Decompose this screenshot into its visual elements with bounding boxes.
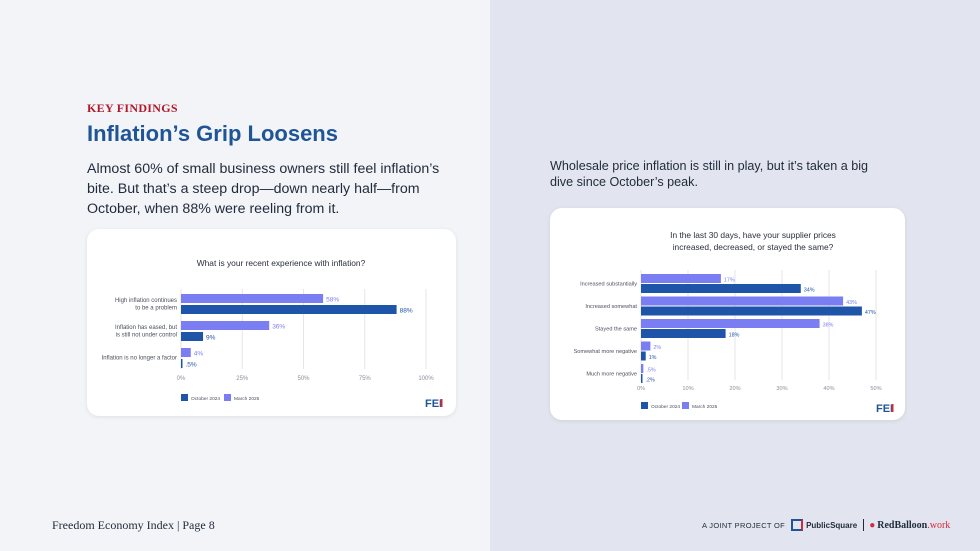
right-lead-paragraph: Wholesale price inflation is still in pl…: [550, 159, 869, 189]
data-label: 2%: [653, 345, 661, 351]
redballoon-name: RedBalloon.work: [877, 520, 950, 531]
data-label: 36%: [272, 324, 285, 331]
category-label: Inflation is no longer a factor: [102, 356, 177, 362]
data-label: 18%: [729, 333, 740, 339]
fei-logo-icon: FEI: [876, 403, 893, 415]
x-tick-label: 50%: [870, 386, 881, 392]
redballoon-main: RedBalloon: [877, 519, 928, 531]
x-tick-label: 100%: [418, 376, 434, 382]
redballoon-suffix: .work: [927, 519, 951, 531]
x-tick-label: 0%: [177, 376, 186, 382]
bar-march-2025: [641, 341, 651, 351]
bar-october-2024: [181, 332, 204, 341]
supplier-prices-chart: In the last 30 days, have your supplier …: [574, 230, 894, 415]
bar-march-2025: [641, 319, 820, 328]
page-title: Inflation’s Grip Loosens: [87, 121, 338, 146]
category-label: Increased substantially: [580, 282, 637, 288]
partners-footer: A JOINT PROJECT OF PublicSquare ● RedBal…: [702, 519, 950, 531]
data-label: .5%: [186, 362, 197, 369]
category-label: Increased somewhat: [585, 304, 637, 310]
legend-swatch-october: [181, 394, 188, 401]
section-kicker: KEY FINDINGS: [87, 101, 178, 115]
category-label: Somewhat more negative: [574, 349, 637, 355]
category-label: Inflation has eased, but: [115, 325, 177, 331]
balloon-icon: ●: [869, 519, 876, 531]
data-label: 38%: [823, 323, 834, 329]
fei-logo-icon: FEI: [425, 398, 442, 410]
supplier-prices-card: In the last 30 days, have your supplier …: [550, 208, 905, 420]
inflation-experience-chart: What is your recent experience with infl…: [102, 258, 443, 410]
x-tick-label: 25%: [236, 376, 249, 382]
bar-october-2024: [641, 306, 862, 316]
bar-october-2024: [641, 374, 643, 383]
fei-logo-accent-icon: [891, 404, 894, 412]
category-label: to be a problem: [135, 305, 177, 311]
data-label: 17%: [724, 278, 735, 284]
chart-title: increased, decreased, or stayed the same…: [673, 242, 834, 252]
category-label: is still not under control: [116, 332, 177, 338]
publicsquare-name: PublicSquare: [806, 520, 858, 530]
x-tick-label: 30%: [776, 386, 787, 392]
x-tick-label: 50%: [297, 376, 310, 382]
legend-label-march: March 2025: [692, 404, 718, 410]
legend-swatch-october: [641, 402, 648, 409]
page-footer: Freedom Economy Index | Page 8: [52, 518, 215, 532]
inflation-experience-card: What is your recent experience with infl…: [87, 229, 456, 416]
legend-label-october: October 2024: [191, 396, 220, 402]
category-label: High inflation continues: [115, 298, 177, 304]
data-label: .5%: [646, 368, 655, 374]
bar-march-2025: [641, 364, 644, 373]
lead-paragraph: Almost 60% of small business owners stil…: [87, 161, 440, 217]
data-label: 34%: [804, 288, 815, 294]
x-tick-label: 20%: [729, 386, 740, 392]
bar-october-2024: [641, 329, 726, 338]
bar-october-2024: [641, 351, 646, 361]
bar-march-2025: [181, 294, 324, 303]
bar-march-2025: [181, 321, 270, 330]
legend-swatch-march: [224, 394, 231, 401]
category-label: Stayed the same: [595, 327, 637, 333]
data-label: 47%: [865, 310, 876, 316]
data-label: 9%: [206, 335, 216, 342]
publicsquare-logo-icon: [791, 519, 804, 531]
data-label: 58%: [326, 297, 339, 304]
bar-march-2025: [181, 348, 191, 357]
x-tick-label: 0%: [637, 386, 645, 392]
bar-march-2025: [641, 274, 721, 283]
legend-label-march: March 2025: [234, 396, 260, 402]
data-label: .2%: [646, 378, 655, 384]
x-tick-label: 10%: [682, 386, 693, 392]
data-label: 1%: [649, 355, 657, 361]
data-label: 88%: [400, 308, 413, 315]
fei-logo-accent-icon: [440, 399, 443, 407]
bar-october-2024: [181, 359, 183, 368]
data-label: 43%: [846, 300, 857, 306]
data-label: 4%: [194, 351, 204, 358]
legend-label-october: October 2024: [651, 404, 680, 410]
category-label: Much more negative: [586, 372, 637, 378]
x-tick-label: 75%: [359, 376, 372, 382]
partner-divider: [863, 519, 865, 531]
legend-swatch-march: [682, 402, 689, 409]
chart-title: In the last 30 days, have your supplier …: [670, 230, 836, 240]
bar-october-2024: [641, 284, 801, 293]
x-tick-label: 40%: [823, 386, 834, 392]
bar-march-2025: [641, 296, 844, 306]
bar-october-2024: [181, 305, 397, 314]
joint-project-label: A JOINT PROJECT OF: [702, 520, 786, 530]
chart-title: What is your recent experience with infl…: [197, 258, 366, 268]
